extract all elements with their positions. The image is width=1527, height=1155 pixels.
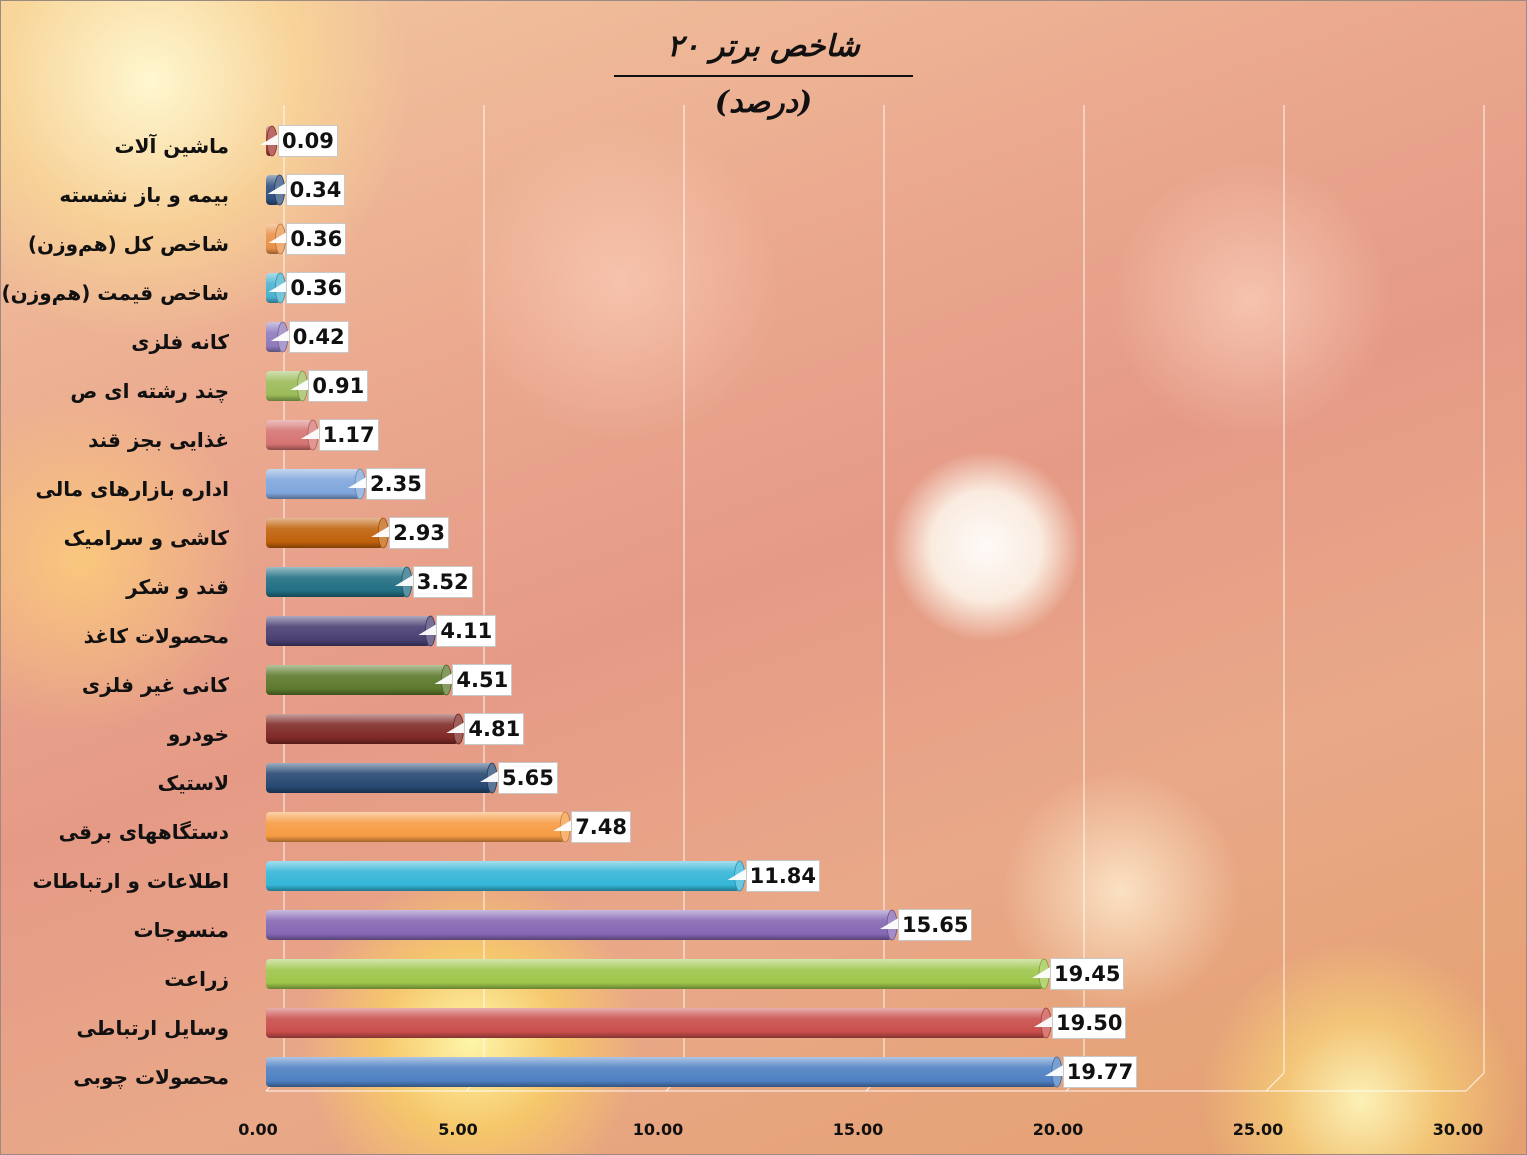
gridline-floor xyxy=(1465,1072,1485,1092)
category-label: دستگاههای برقی xyxy=(58,820,229,844)
value-label: 0.91 xyxy=(308,370,369,402)
value-label: 4.51 xyxy=(452,664,513,696)
category-label: محصولات کاغذ xyxy=(83,624,229,648)
bar xyxy=(266,959,1044,989)
bar xyxy=(266,518,384,548)
category-label: قند و شکر xyxy=(126,575,229,599)
label-pointer xyxy=(727,868,748,880)
x-tick-label: 20.00 xyxy=(1032,1120,1084,1139)
category-label: چند رشته ای ص xyxy=(70,379,229,403)
label-pointer xyxy=(553,819,574,831)
label-pointer xyxy=(260,133,280,145)
bar xyxy=(266,420,313,450)
label-pointer xyxy=(446,721,467,733)
x-tick-label: 0.00 xyxy=(238,1120,278,1139)
label-pointer xyxy=(394,574,415,586)
value-label: 19.77 xyxy=(1062,1056,1138,1088)
label-pointer xyxy=(480,770,500,782)
category-label: زراعت xyxy=(164,967,229,991)
bar xyxy=(266,714,459,744)
category-label: شاخص قیمت (هم‌وزن) xyxy=(1,281,230,305)
value-label: 7.48 xyxy=(571,811,632,843)
value-label: 0.36 xyxy=(286,223,347,255)
value-label: 0.09 xyxy=(278,125,338,157)
value-label: 2.93 xyxy=(389,517,450,549)
value-label: 0.42 xyxy=(288,321,349,353)
bar xyxy=(266,763,492,793)
bars xyxy=(260,125,1065,1088)
bar xyxy=(266,567,407,597)
label-pointer xyxy=(268,280,289,292)
value-label: 3.52 xyxy=(412,566,473,598)
label-pointer xyxy=(267,182,288,194)
category-label: خودرو xyxy=(167,722,229,746)
label-pointer xyxy=(300,427,321,439)
category-label: منسوجات xyxy=(133,918,229,942)
category-label: اطلاعات و ارتباطات xyxy=(32,869,229,893)
value-label: 19.50 xyxy=(1052,1007,1127,1039)
category-label: کانی غیر فلزی xyxy=(81,673,229,697)
value-label: 0.34 xyxy=(285,174,346,206)
label-pointer xyxy=(270,329,291,341)
label-pointer xyxy=(290,378,311,390)
value-label: 1.17 xyxy=(318,419,379,451)
gridline-floor xyxy=(1265,1072,1285,1092)
category-label: کانه فلزی xyxy=(131,330,229,354)
x-tick-label: 5.00 xyxy=(438,1120,478,1139)
value-label: 4.11 xyxy=(436,615,497,647)
x-tick-label: 30.00 xyxy=(1432,1120,1484,1139)
label-pointer xyxy=(1034,1015,1054,1027)
x-tick-label: 10.00 xyxy=(632,1120,684,1139)
value-label: 0.36 xyxy=(286,272,347,304)
chart-title: ۲۰ شاخص برتر (درصد) xyxy=(614,19,913,120)
label-pointer xyxy=(418,623,439,635)
bar xyxy=(266,910,892,940)
category-label: کاشی و سرامیک xyxy=(63,526,229,550)
label-pointer xyxy=(880,917,900,929)
value-label: 5.65 xyxy=(498,762,558,794)
category-label: ماشین آلات xyxy=(114,134,229,158)
bar xyxy=(266,371,303,401)
category-label: شاخص کل (هم‌وزن) xyxy=(27,232,229,256)
bar xyxy=(266,812,566,842)
bar xyxy=(266,861,740,891)
label-pointer xyxy=(434,672,455,684)
value-label: 2.35 xyxy=(366,468,426,500)
category-label: لاستیک xyxy=(157,771,229,795)
gridlines xyxy=(265,105,1485,1092)
category-label: اداره بازارهای مالی xyxy=(35,477,229,501)
value-label: 11.84 xyxy=(745,860,821,892)
x-tick-label: 25.00 xyxy=(1232,1120,1284,1139)
category-label: غذایی بجز قند xyxy=(88,428,229,452)
value-label: 15.65 xyxy=(898,909,973,941)
bar xyxy=(266,469,360,499)
label-pointer xyxy=(371,525,392,537)
label-pointer xyxy=(1044,1064,1065,1076)
category-label: محصولات چوبی xyxy=(73,1065,229,1089)
value-label: 4.81 xyxy=(464,713,525,745)
category-label: بیمه و باز نشسته xyxy=(59,183,229,207)
category-label: وسایل ارتباطی xyxy=(76,1016,229,1040)
x-tick-label: 15.00 xyxy=(832,1120,884,1139)
label-pointer xyxy=(1032,966,1052,978)
bar xyxy=(266,1057,1057,1087)
bar xyxy=(266,665,447,695)
label-pointer xyxy=(268,231,289,243)
label-pointer xyxy=(348,476,368,488)
bar xyxy=(266,616,431,646)
value-label: 19.45 xyxy=(1050,958,1125,990)
bar xyxy=(266,1008,1046,1038)
